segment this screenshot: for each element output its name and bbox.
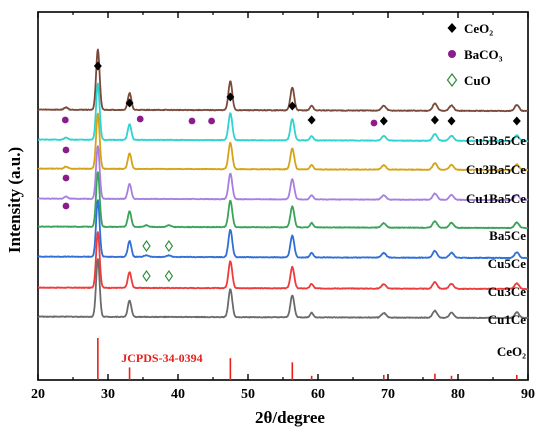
legend-label: CeO₂ — [464, 21, 493, 36]
series-label: Cu1Ba5Ce — [466, 191, 526, 206]
series-line-cu5ba5ce — [37, 82, 529, 143]
baco3-marker-icon — [62, 202, 70, 210]
x-tick-label: 30 — [101, 387, 115, 402]
baco3-marker-icon — [62, 174, 70, 182]
ceo2-marker-icon — [379, 116, 388, 126]
cuo-marker-icon — [164, 240, 174, 252]
ceo2-marker-icon — [430, 115, 439, 125]
legend-ceo2-icon — [447, 23, 457, 33]
x-tick-label: 70 — [381, 387, 395, 402]
legend-label: CuO — [464, 73, 491, 88]
baco3-marker-icon — [61, 116, 69, 124]
cuo-marker-icon — [142, 240, 151, 252]
series-line-cu3ce — [37, 231, 529, 291]
plot-border — [37, 11, 529, 381]
series-label: Cu1Ce — [488, 312, 527, 327]
series-label: Cu5Ce — [488, 256, 527, 271]
reference-pattern: JCPDS-34-0394 — [97, 338, 518, 380]
baco3-marker-icon — [136, 115, 144, 123]
ceo2-marker-icon — [512, 116, 521, 126]
legend-cuo-icon — [446, 73, 458, 87]
x-tick-label: 20 — [31, 387, 45, 402]
series-group — [37, 48, 529, 320]
series-label: Cu3Ce — [488, 284, 527, 299]
series-line-cu1ce — [37, 258, 529, 320]
x-tick-label: 80 — [451, 387, 465, 402]
series-label: CeO₂ — [497, 344, 526, 359]
ceo2-marker-icon — [307, 115, 316, 125]
axes: 20 30 40 50 60 70 80 90 — [31, 12, 535, 402]
x-axis-title: 2θ/degree — [255, 408, 325, 427]
x-tick-label: 40 — [171, 387, 185, 402]
cuo-marker-icon — [142, 270, 151, 282]
sample-labels: CeO₂ Cu1Ce Cu3Ce Cu5Ce Ba5Ce Cu1Ba5Ce Cu3Ba5Ce… — [466, 133, 526, 359]
series-line-cu1ba5ce — [37, 145, 529, 202]
series-line-top — [37, 48, 529, 113]
series-line-ba5ce — [37, 171, 529, 230]
x-tick-label: 90 — [521, 387, 535, 402]
ceo2-marker-icon — [447, 116, 456, 126]
baco3-marker-icon — [370, 119, 378, 127]
y-axis-title: Intensity (a.u.) — [5, 147, 24, 253]
baco3-marker-icon — [208, 117, 216, 125]
phase-markers — [61, 61, 521, 282]
ceo2-marker-icon — [226, 92, 235, 102]
plot-frame — [37, 11, 529, 381]
x-tick-label: 60 — [311, 387, 325, 402]
x-tick-label: 50 — [241, 387, 255, 402]
reference-label: JCPDS-34-0394 — [121, 351, 202, 365]
ceo2-marker-icon — [288, 101, 297, 111]
series-label: Ba5Ce — [489, 228, 526, 243]
series-line-cu5ce — [37, 199, 529, 260]
series-label: Cu5Ba5Ce — [466, 133, 526, 148]
series-line-cu3ba5ce — [37, 112, 529, 172]
legend: CeO₂ BaCO₃ CuO — [446, 21, 503, 88]
legend-baco3-icon — [448, 50, 456, 58]
legend-label: BaCO₃ — [464, 47, 503, 62]
cuo-marker-icon — [164, 270, 174, 282]
series-label: Cu3Ba5Ce — [466, 162, 526, 177]
ceo2-marker-icon — [125, 98, 134, 108]
baco3-marker-icon — [188, 117, 196, 125]
baco3-marker-icon — [62, 146, 70, 154]
ceo2-marker-icon — [93, 61, 102, 71]
